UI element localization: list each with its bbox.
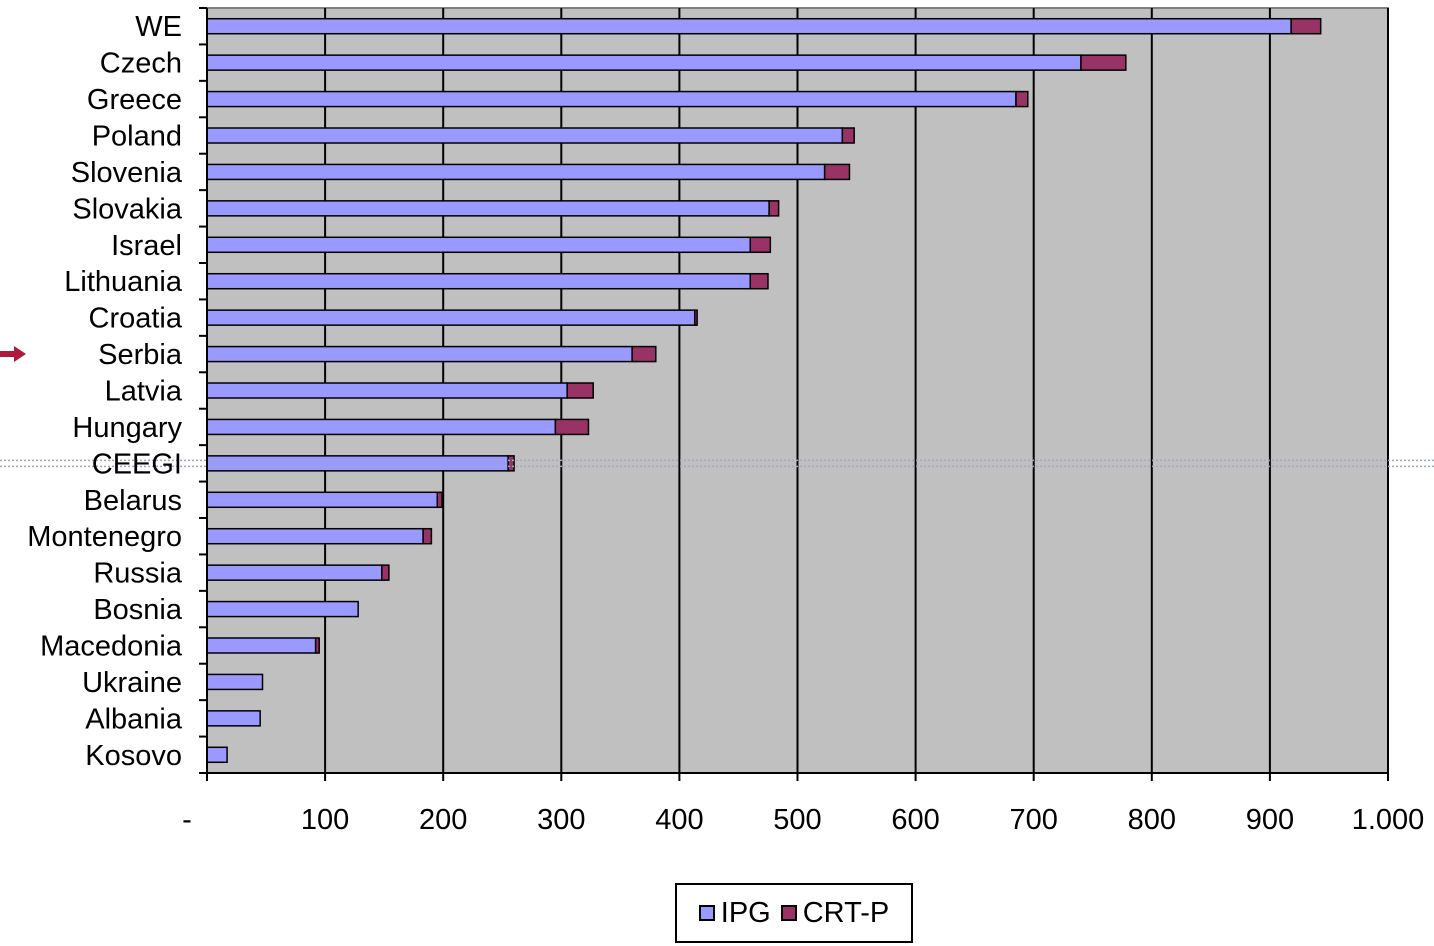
category-label: Croatia: [89, 303, 183, 335]
category-label: Hungary: [72, 412, 182, 444]
category-label: Serbia: [98, 339, 183, 371]
bar-ipg-poland: [206, 127, 844, 144]
category-label: CEEGI: [92, 448, 182, 480]
category-label: Poland: [92, 121, 182, 153]
legend-label-crtp: CRT-P: [802, 896, 890, 929]
bar-crtp-czech: [1080, 54, 1127, 71]
bar-crtp-slovakia: [768, 200, 780, 217]
legend-swatch-ipg: [698, 905, 715, 921]
bar-ipg-israel: [206, 236, 752, 254]
bar-ipg-slovenia: [206, 163, 826, 181]
category-label: Slovenia: [71, 157, 183, 189]
bar-ipg-kosovo: [206, 746, 228, 764]
category-label: Greece: [87, 84, 182, 116]
category-label: Montenegro: [27, 521, 182, 553]
bar-ipg-ukraine: [206, 673, 264, 691]
bar-crtp-israel: [749, 236, 772, 254]
bar-ipg-serbia: [206, 345, 633, 363]
category-label: WE: [135, 11, 182, 43]
bar-ipg-czech: [206, 54, 1082, 71]
category-label: Israel: [111, 230, 182, 262]
bar-crtp-montenegro: [422, 527, 433, 545]
category-label: Bosnia: [93, 594, 183, 626]
bar-ipg-hungary: [206, 418, 557, 436]
bar-ipg-greece: [206, 90, 1017, 108]
x-tick-label: 200: [419, 804, 467, 836]
bar-ipg-montenegro: [206, 527, 424, 545]
category-label: Ukraine: [82, 667, 182, 699]
bar-crtp-latvia: [566, 382, 594, 399]
category-label: Albania: [85, 703, 183, 735]
bar-crtp-we: [1290, 17, 1322, 35]
bar-crtp-belarus: [436, 491, 443, 509]
x-tick-label: 600: [891, 804, 939, 836]
bar-crtp-lithuania: [749, 272, 769, 290]
category-label: Slovakia: [72, 193, 182, 225]
bar-ipg-ceegi: [206, 455, 509, 472]
category-label: Latvia: [105, 376, 183, 408]
bar-crtp-ceegi: [507, 455, 515, 472]
bar-ipg-bosnia: [206, 600, 359, 618]
bar-crtp-croatia: [694, 309, 698, 326]
bar-ipg-lithuania: [206, 272, 752, 290]
bar-crtp-slovenia: [823, 163, 851, 181]
category-label: Lithuania: [64, 266, 183, 298]
legend: IPG CRT-P: [675, 883, 913, 943]
x-tick-label: 900: [1246, 804, 1294, 836]
bar-ipg-slovakia: [206, 200, 770, 217]
x-tick-label: 400: [655, 804, 703, 836]
category-label: Kosovo: [85, 740, 182, 772]
x-tick-label: 500: [773, 804, 821, 836]
bar-crtp-hungary: [554, 418, 590, 436]
legend-item-crtp: CRT-P: [780, 896, 890, 930]
legend-item-ipg: IPG: [698, 896, 771, 930]
plot-area: - 100 200 300 400 500 600 700 800 900 1.000 WE Czech…: [0, 7, 1434, 836]
legend-swatch-crtp: [780, 905, 797, 921]
bar-ipg-croatia: [206, 309, 696, 326]
bar-crtp-poland: [841, 127, 855, 144]
bar-ipg-albania: [206, 710, 261, 727]
bar-ipg-russia: [206, 564, 383, 581]
category-label: Russia: [93, 558, 183, 590]
legend-label-ipg: IPG: [720, 896, 771, 929]
x-tick-label: 1.000: [1352, 804, 1425, 836]
bar-crtp-greece: [1015, 90, 1029, 108]
bar-crtp-russia: [381, 564, 390, 581]
x-tick-label: 700: [1010, 804, 1058, 836]
x-tick-label: 300: [537, 804, 585, 836]
category-label: Czech: [100, 48, 182, 80]
arrow-right-icon: [0, 344, 28, 369]
category-label: Macedonia: [40, 631, 183, 663]
x-tick-label: -: [182, 804, 192, 836]
x-tick-label: 800: [1128, 804, 1176, 836]
bar-crtp-macedonia: [314, 637, 320, 654]
bar-ipg-macedonia: [206, 637, 317, 654]
x-tick-label: 100: [301, 804, 349, 836]
bar-ipg-latvia: [206, 382, 568, 399]
bar-ipg-we: [206, 17, 1292, 35]
category-label: Belarus: [84, 485, 182, 517]
bar-crtp-serbia: [631, 345, 657, 363]
bar-ipg-belarus: [206, 491, 439, 509]
